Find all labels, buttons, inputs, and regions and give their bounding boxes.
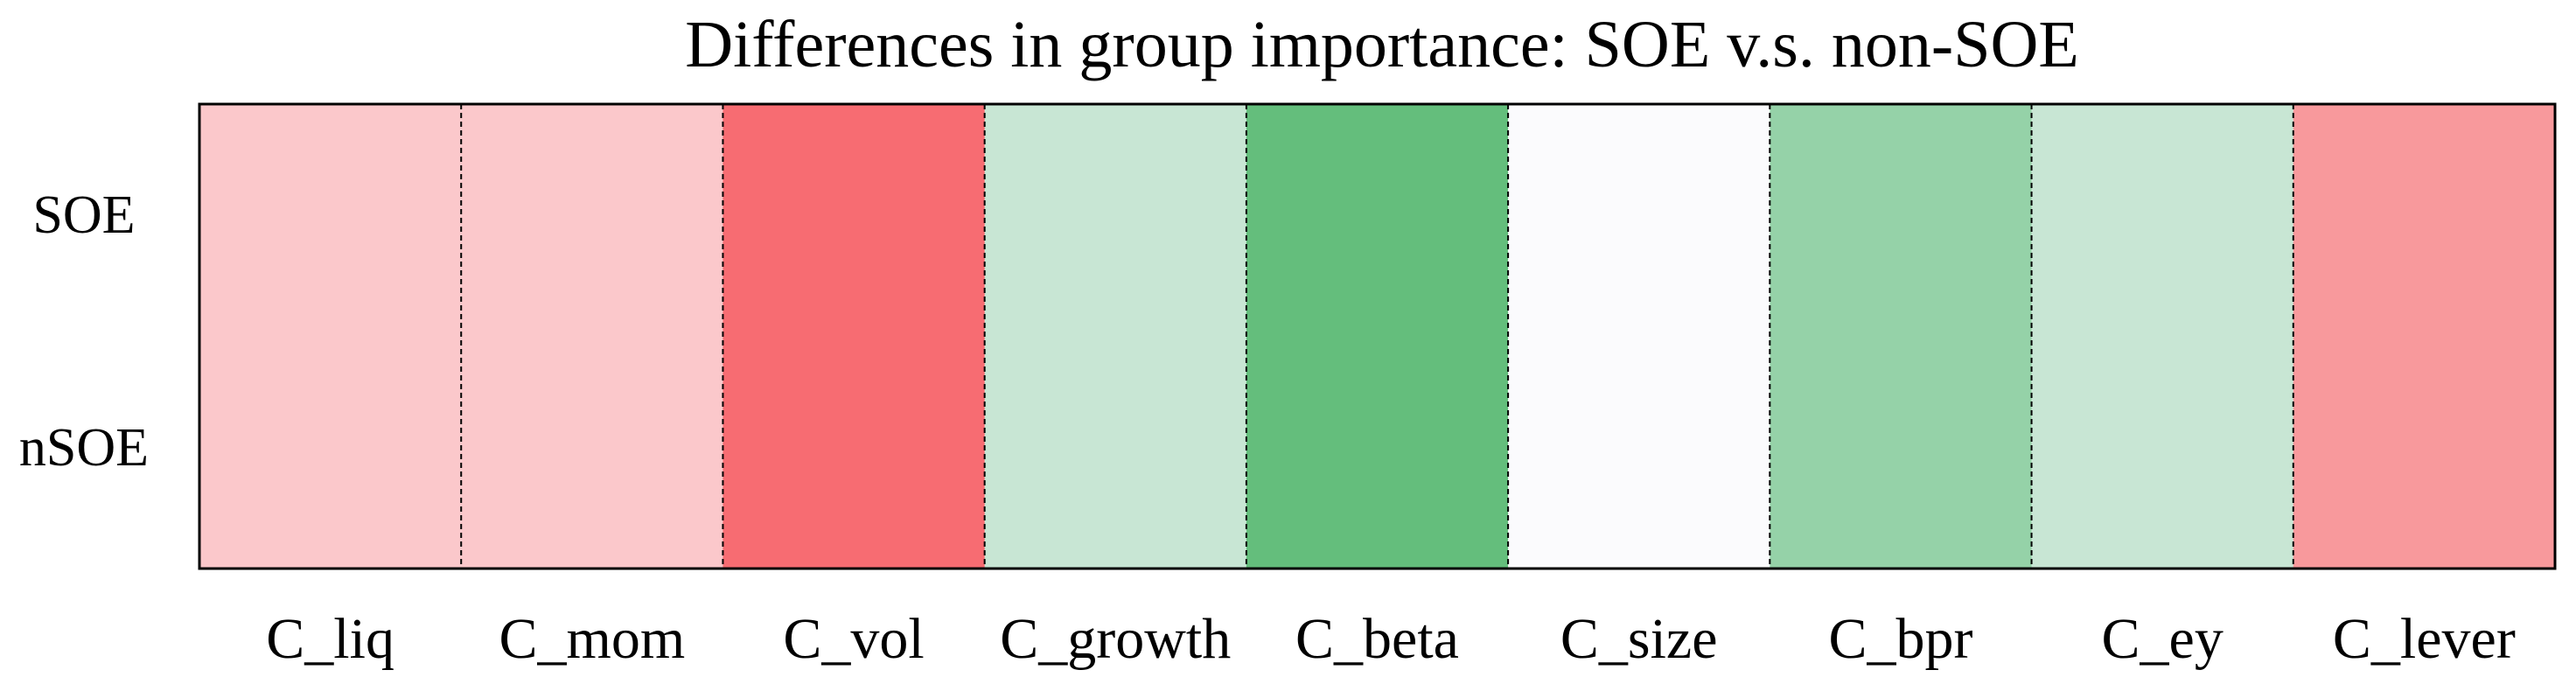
x-tick-label-c-mom: C_mom [499, 607, 685, 671]
row-label-nsoe: nSOE [19, 418, 149, 478]
chart-title: Differences in group importance: SOE v.s… [685, 8, 2079, 81]
x-tick-label-c-ey: C_ey [2102, 607, 2223, 671]
column-separators [460, 104, 2294, 569]
x-tick-label-c-bpr: C_bpr [1828, 607, 1972, 671]
heatmap-cell-c-beta [1246, 104, 1509, 569]
row-label-soe: SOE [32, 185, 135, 245]
heatmap-cell-c-liq [199, 104, 462, 569]
heatmap-cell-c-bpr [1770, 104, 2033, 569]
heatmap-cell-c-mom [461, 104, 723, 569]
heatmap-cell-c-size [1508, 104, 1770, 569]
x-tick-label-c-growth: C_growth [1000, 607, 1231, 671]
heatmap-cell-c-vol [723, 104, 986, 569]
plot-border [198, 102, 2557, 570]
x-tick-label-c-lever: C_lever [2333, 607, 2516, 671]
heatmap-cell-c-lever [2293, 104, 2556, 569]
x-tick-label-c-liq: C_liq [266, 607, 394, 671]
x-tick-labels: C_liq C_mom C_vol C_growth C_beta C_size C_bpr… [266, 607, 2516, 671]
x-tick-label-c-vol: C_vol [783, 607, 924, 671]
heatmap-cell-c-growth [984, 104, 1247, 569]
x-tick-label-c-beta: C_beta [1295, 607, 1459, 671]
x-tick-label-c-size: C_size [1560, 607, 1718, 671]
heatmap-cells [199, 104, 2556, 569]
heatmap-cell-c-ey [2031, 104, 2294, 569]
